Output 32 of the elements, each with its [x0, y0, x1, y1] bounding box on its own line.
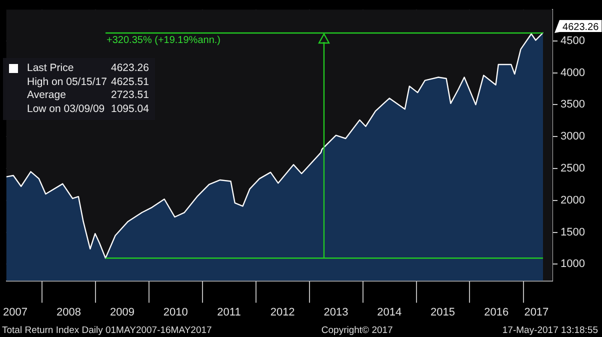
y-tick-label: 2500 — [560, 162, 586, 175]
annotation: High on 05/15/17 — [27, 76, 107, 89]
y-tick-label: 3500 — [560, 98, 586, 111]
x-tick-label: 2015 — [430, 306, 456, 318]
x-tick-label: 2010 — [163, 306, 188, 318]
x-tick-label: 2017 — [524, 306, 549, 318]
annotation: Low on 03/09/09 — [27, 102, 106, 116]
y-tick-label: 1500 — [560, 226, 586, 238]
y-tick-label: 4000 — [560, 66, 586, 79]
annotation: 4625.51 — [110, 76, 149, 89]
text: 17-May-2017 13:18:55 — [502, 325, 598, 336]
y-tick-label: 4500 — [560, 34, 586, 47]
annotation: 1095.04 — [110, 102, 149, 116]
x-tick-label: 2009 — [110, 306, 134, 318]
y-tick-label: 3000 — [560, 130, 586, 143]
annotation: +320.35% (+19.19%ann.) — [106, 34, 220, 46]
annotation: 2723.51 — [110, 89, 149, 102]
x-tick-label: 2011 — [217, 306, 241, 318]
x-tick-label: 2012 — [270, 306, 295, 318]
legend-label: Last Price — [27, 62, 75, 76]
x-tick-label: 2013 — [324, 306, 348, 318]
annotation: Average — [27, 89, 67, 102]
x-tick-label: 2007 — [2, 306, 28, 318]
x-tick-label: 2014 — [377, 306, 402, 318]
text: Copyright© 2017 — [321, 325, 393, 336]
y-tick-label: 1000 — [560, 258, 586, 270]
x-tick-label: 2008 — [56, 306, 82, 318]
text: 4623.26 — [562, 22, 600, 33]
annotation: 4623.26 — [110, 62, 149, 76]
text: Total Return Index Daily 01MAY2007-16MAY2017 — [2, 325, 212, 336]
x-tick-label: 2016 — [484, 306, 509, 318]
y-tick-label: 2000 — [560, 194, 586, 206]
